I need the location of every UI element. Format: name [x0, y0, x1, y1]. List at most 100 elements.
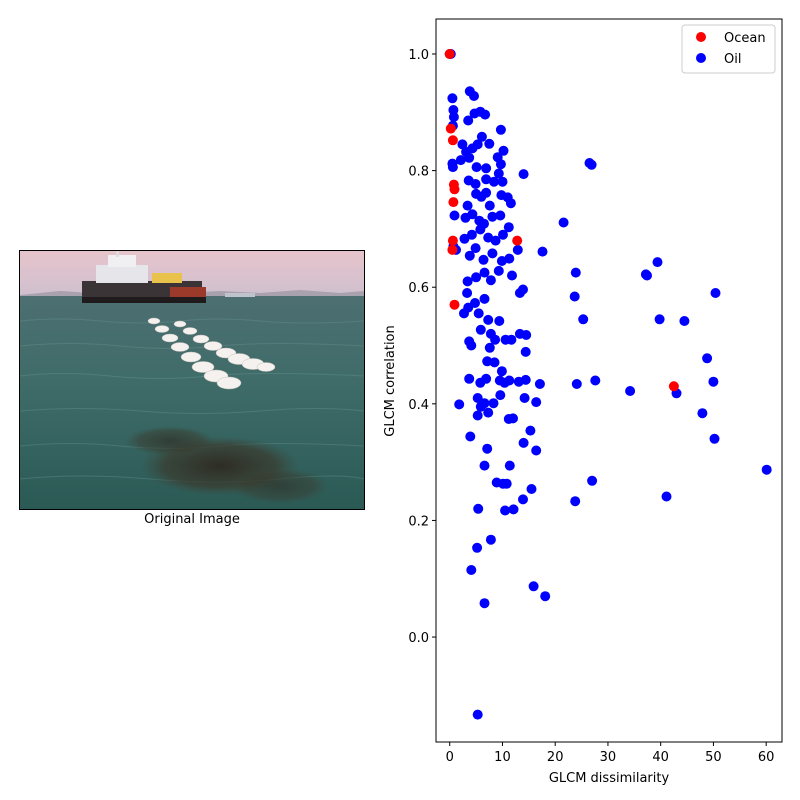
x-tick-label: 0	[446, 750, 454, 765]
point-oil	[590, 375, 601, 386]
point-oil	[484, 138, 495, 149]
point-oil	[481, 174, 492, 185]
point-oil	[489, 176, 499, 187]
point-oil	[457, 139, 468, 150]
point-oil	[479, 267, 490, 278]
point-oil	[494, 375, 505, 386]
point-oil	[467, 209, 478, 220]
point-oil	[569, 291, 580, 302]
point-oil	[487, 248, 498, 259]
point-oil	[488, 398, 499, 409]
point-oil	[528, 581, 539, 592]
point-oil	[480, 109, 491, 120]
point-oil	[570, 267, 581, 278]
legend-label-ocean: Ocean	[724, 31, 766, 46]
point-ocean	[447, 244, 458, 255]
plot-points	[444, 49, 772, 720]
point-oil	[465, 431, 476, 442]
point-oil	[464, 250, 475, 261]
point-oil	[578, 314, 589, 325]
point-oil	[702, 353, 713, 364]
point-oil	[504, 253, 515, 264]
y-tick-label: 1.0	[408, 48, 429, 63]
x-tick-label: 40	[652, 750, 669, 765]
point-oil	[483, 407, 494, 418]
point-oil	[505, 198, 516, 209]
point-oil	[473, 308, 484, 319]
point-oil	[495, 124, 506, 135]
point-oil	[521, 330, 532, 340]
x-tick-label: 60	[758, 750, 775, 765]
legend-marker-ocean	[696, 32, 706, 42]
point-oil	[466, 340, 477, 351]
point-oil	[455, 155, 466, 166]
point-oil	[537, 246, 548, 257]
point-oil	[571, 379, 582, 389]
y-tick-label: 0.2	[408, 514, 429, 529]
point-ocean	[444, 49, 455, 59]
point-oil	[481, 163, 492, 174]
point-oil	[484, 342, 495, 353]
point-oil	[508, 413, 518, 424]
point-ocean	[449, 299, 460, 310]
point-oil	[496, 366, 507, 377]
y-tick-label: 0.6	[408, 281, 429, 296]
point-ocean	[445, 123, 456, 134]
legend: Ocean Oil	[681, 24, 776, 74]
point-oil	[466, 229, 477, 240]
point-oil	[482, 443, 493, 454]
point-oil	[495, 159, 506, 170]
point-oil	[498, 145, 509, 156]
point-oil	[679, 316, 690, 326]
point-oil	[507, 270, 517, 281]
point-ocean	[668, 381, 679, 392]
point-oil	[466, 565, 477, 575]
point-oil	[710, 288, 721, 298]
image-caption: Original Image	[144, 512, 240, 527]
point-oil	[497, 176, 508, 187]
point-oil	[525, 425, 536, 436]
y-tick-label: 0.8	[408, 165, 429, 180]
point-oil	[489, 357, 500, 368]
point-oil	[540, 591, 551, 602]
series-oil	[444, 49, 772, 720]
point-oil	[475, 224, 486, 235]
point-oil	[462, 276, 473, 287]
point-oil	[518, 437, 529, 448]
point-oil	[531, 397, 542, 408]
point-oil	[479, 460, 490, 471]
point-oil	[508, 504, 519, 515]
x-ticks: 0 10 20 30 40 50 60	[446, 742, 775, 765]
point-oil	[570, 496, 581, 507]
point-oil	[459, 233, 470, 244]
point-oil	[520, 374, 531, 385]
point-oil	[697, 408, 708, 419]
point-oil	[520, 346, 531, 357]
point-ocean	[447, 235, 458, 246]
point-oil	[503, 222, 514, 233]
point-oil	[454, 399, 465, 410]
point-oil	[490, 334, 501, 345]
point-oil	[512, 244, 523, 255]
point-oil	[518, 494, 528, 505]
point-oil	[479, 598, 490, 609]
point-oil	[498, 229, 508, 240]
x-tick-label: 10	[494, 750, 511, 765]
point-oil	[625, 386, 636, 396]
point-oil	[487, 211, 498, 222]
point-oil	[472, 139, 483, 150]
point-oil	[448, 112, 459, 122]
point-oil	[483, 314, 494, 325]
point-oil	[470, 243, 481, 254]
series-ocean	[444, 49, 679, 392]
point-oil	[506, 334, 517, 345]
point-oil	[471, 162, 482, 173]
point-oil	[481, 187, 492, 198]
point-oil	[471, 272, 482, 283]
point-oil	[504, 460, 515, 471]
point-oil	[493, 265, 504, 276]
point-oil	[493, 168, 504, 179]
point-oil	[479, 398, 490, 409]
point-oil	[462, 200, 473, 211]
